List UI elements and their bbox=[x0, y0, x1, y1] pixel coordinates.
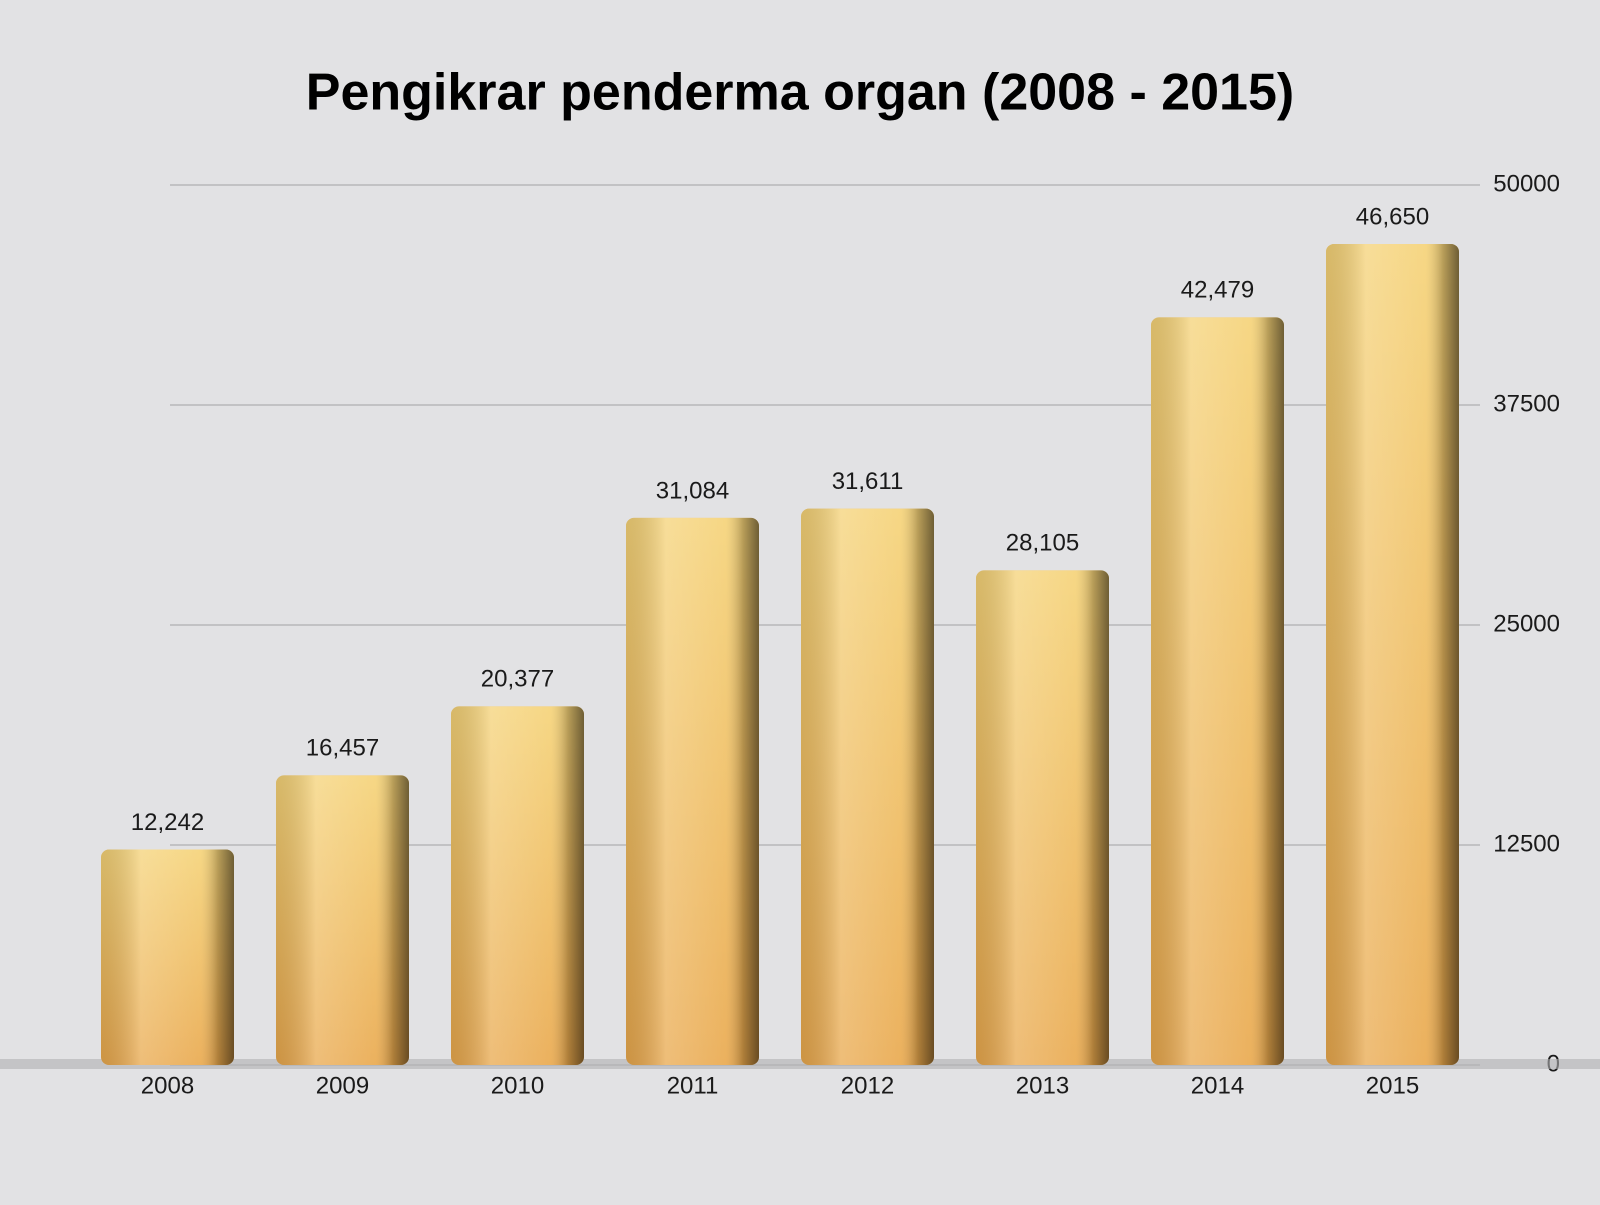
x-tick-label: 2015 bbox=[1366, 1072, 1419, 1099]
x-tick-label: 2009 bbox=[316, 1072, 369, 1099]
value-label: 42,479 bbox=[1181, 277, 1254, 304]
x-tick-label: 2010 bbox=[491, 1072, 544, 1099]
value-label: 12,242 bbox=[131, 809, 204, 836]
bar-shade bbox=[626, 517, 759, 1065]
bar-shade bbox=[1326, 243, 1459, 1065]
x-tick-label: 2014 bbox=[1191, 1072, 1244, 1099]
value-label: 31,611 bbox=[832, 468, 904, 495]
bar-shade bbox=[276, 775, 409, 1065]
y-tick-label: 12500 bbox=[1493, 830, 1560, 857]
bar-shade bbox=[801, 508, 934, 1066]
bar-shade bbox=[1151, 317, 1284, 1065]
x-tick-label: 2011 bbox=[667, 1072, 719, 1099]
y-tick-label: 25000 bbox=[1493, 610, 1560, 637]
bar-shade bbox=[976, 570, 1109, 1065]
x-tick-label: 2008 bbox=[141, 1072, 194, 1099]
value-label: 16,457 bbox=[306, 735, 379, 762]
value-label: 28,105 bbox=[1006, 530, 1079, 557]
x-tick-label: 2013 bbox=[1016, 1072, 1069, 1099]
bar-shade bbox=[101, 849, 234, 1065]
chart-title: Pengikrar penderma organ (2008 - 2015) bbox=[306, 64, 1294, 122]
value-label: 46,650 bbox=[1356, 203, 1429, 230]
value-label: 31,084 bbox=[656, 477, 729, 504]
x-tick-label: 2012 bbox=[841, 1072, 894, 1099]
floor-shadow bbox=[0, 1059, 1600, 1069]
y-tick-label: 50000 bbox=[1493, 170, 1560, 197]
value-label: 20,377 bbox=[481, 666, 554, 693]
bar-shade bbox=[451, 706, 584, 1065]
y-tick-label: 37500 bbox=[1493, 390, 1560, 417]
